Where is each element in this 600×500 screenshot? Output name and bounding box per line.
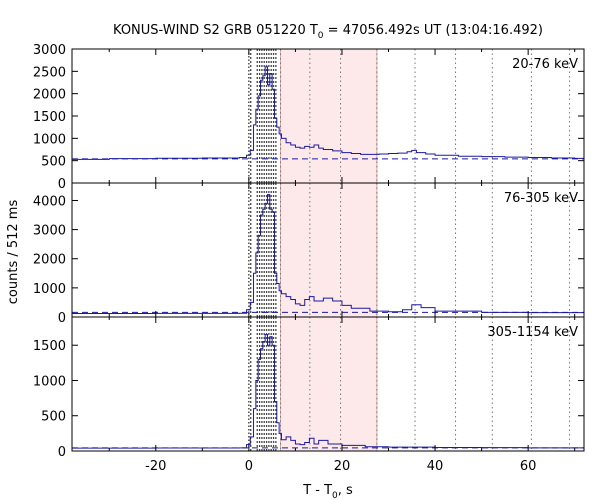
y-axis-label: counts / 512 ms (6, 200, 21, 305)
y-tick-label: 1500 (33, 339, 66, 354)
x-tick-label: 20 (334, 459, 351, 474)
panel-frame (71, 316, 585, 452)
y-tick-label: 1000 (33, 282, 66, 297)
y-tick-label: 0 (58, 445, 66, 460)
x-axis-label: T - T0, s (302, 483, 353, 500)
panel-3: 0 500 1000 1500 305-1154 keV (33, 316, 585, 460)
shaded-interval (280, 317, 377, 451)
x-tick-label: 60 (520, 459, 537, 474)
y-tick-label: 2500 (33, 65, 66, 80)
panel-2: 0 1000 2000 3000 4000 76-305 keV (33, 182, 585, 326)
y-tick-label: 1000 (33, 132, 66, 147)
energy-band-label: 305-1154 keV (487, 325, 578, 340)
x-axis-ticks: -20 0 20 40 60 (145, 459, 536, 474)
y-tick-label: 0 (58, 177, 66, 192)
y-tick-label: 500 (41, 410, 66, 425)
panel-1: 0 500 1000 1500 2000 2500 3000 20-76 keV (33, 43, 585, 192)
chart-panels: 0 500 1000 1500 2000 2500 3000 20-76 keV 0 1000 20… (33, 43, 585, 460)
y-tick-label: 1000 (33, 374, 66, 389)
light-curve-series (72, 66, 585, 160)
y-tick-label: 0 (58, 311, 66, 326)
y-tick-label: 500 (41, 155, 66, 170)
y-tick-label: 1500 (33, 110, 66, 125)
x-tick-label: -20 (145, 459, 166, 474)
x-tick-label: 40 (427, 459, 444, 474)
y-tick-label: 2000 (33, 88, 66, 103)
energy-band-label: 76-305 keV (504, 191, 578, 206)
x-tick-label: 0 (245, 459, 253, 474)
light-curve-series (72, 334, 584, 449)
y-tick-label: 4000 (33, 194, 66, 209)
shaded-interval (280, 49, 377, 183)
light-curve-series (72, 194, 585, 315)
energy-band-label: 20-76 keV (512, 57, 578, 72)
chart-title: KONUS-WIND S2 GRB 051220 T0 = 47056.492s… (113, 23, 543, 41)
y-tick-label: 3000 (33, 224, 66, 239)
y-tick-label: 2000 (33, 253, 66, 268)
shaded-interval (280, 183, 377, 317)
y-tick-label: 3000 (33, 43, 66, 58)
